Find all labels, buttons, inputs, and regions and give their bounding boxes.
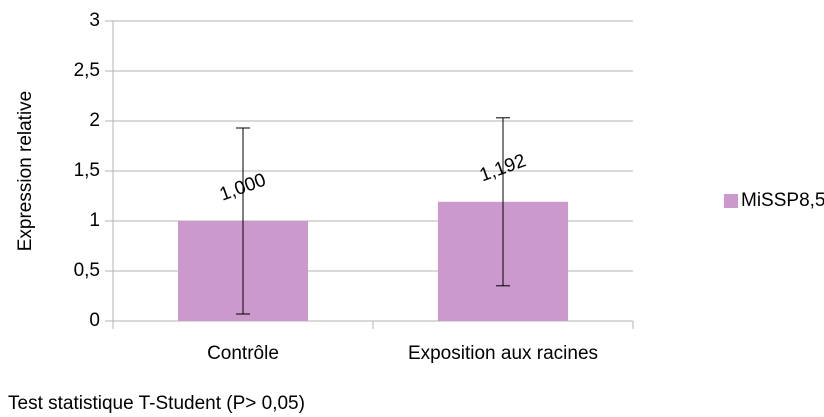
legend-label: MiSSP8,5 bbox=[741, 190, 824, 211]
note: Test statistique T-Student (P> 0,05) bbox=[8, 393, 305, 414]
y-tick-label: 3 bbox=[89, 10, 100, 31]
x-tick-label: Contrôle bbox=[207, 343, 279, 364]
error-bar bbox=[496, 117, 510, 287]
y-tick-label: 1 bbox=[89, 210, 100, 231]
legend-swatch bbox=[724, 194, 738, 208]
x-tick-label: Exposition aux racines bbox=[408, 343, 598, 364]
y-tick-label: 0,5 bbox=[74, 260, 100, 281]
y-tick-label: 2 bbox=[89, 110, 100, 131]
y-tick-label: 2,5 bbox=[74, 60, 100, 81]
y-axis-label: Expression relative bbox=[15, 91, 36, 252]
y-tick-label: 0 bbox=[89, 310, 100, 331]
error-bar bbox=[236, 127, 250, 315]
y-tick-label: 1,5 bbox=[74, 160, 100, 181]
